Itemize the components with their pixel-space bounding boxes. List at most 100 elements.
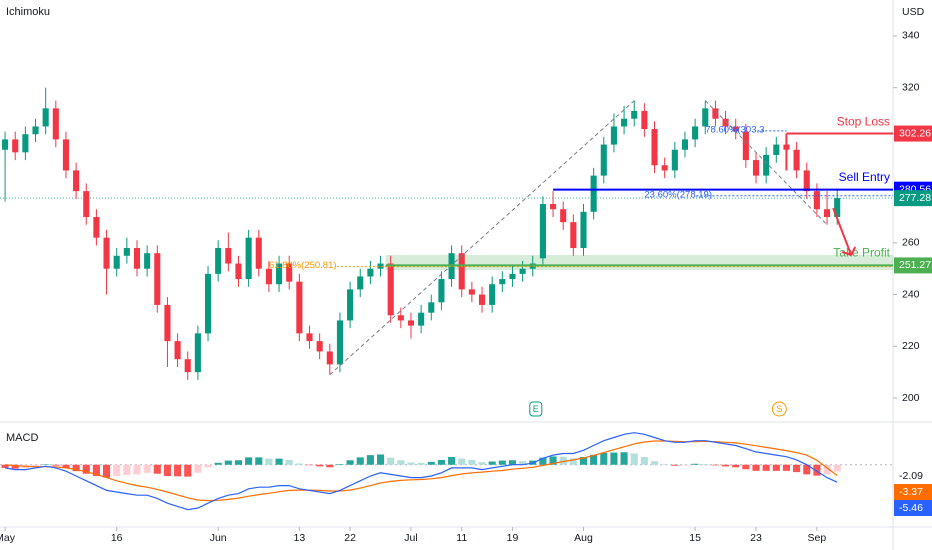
macd-histogram-bar [630, 453, 638, 465]
macd-histogram-bar [387, 457, 395, 465]
macd-histogram-bar [772, 464, 780, 471]
candle-body [681, 139, 689, 150]
x-tick-label: 16 [111, 532, 123, 544]
fib-label: 78.60%(303.3 [705, 124, 764, 135]
macd-histogram-bar [681, 464, 689, 466]
macd-histogram-bar [265, 458, 273, 465]
candle-body [123, 248, 130, 256]
candle-body [113, 255, 120, 269]
macd-histogram-bar [549, 456, 557, 465]
candle-body [42, 108, 49, 127]
candle-body [732, 126, 739, 132]
candle-body [245, 237, 252, 280]
event-label: S [776, 404, 782, 414]
price-badge [894, 257, 932, 274]
macd-histogram-bar [427, 461, 435, 465]
macd-histogram-bar [813, 464, 821, 476]
candle-body [255, 237, 262, 269]
macd-histogram-bar [600, 452, 608, 465]
candle-body [265, 268, 272, 285]
candle-body [73, 170, 80, 192]
candle-body [286, 263, 293, 282]
macd-histogram-bar [52, 464, 60, 466]
macd-histogram-bar [397, 460, 405, 465]
macd-histogram-bar [671, 464, 679, 466]
candle-body [813, 191, 820, 210]
macd-histogram-bar [245, 457, 253, 465]
candle-body [418, 312, 425, 326]
macd-badge-label: -3.37 [899, 486, 923, 498]
candle-body [62, 139, 70, 171]
macd-histogram-bar [559, 456, 567, 465]
macd-histogram-bar [174, 464, 182, 477]
candle-body [377, 263, 384, 269]
macd-histogram-bar [833, 464, 841, 472]
candle-body [438, 279, 445, 303]
candle-body [194, 333, 201, 373]
candle-body [52, 108, 59, 140]
macd-macd-line [5, 432, 838, 511]
candle-body [752, 160, 760, 176]
candle-body [133, 248, 141, 269]
macd-histogram-bar [823, 464, 831, 475]
candle-body [763, 154, 770, 176]
candle-body [641, 110, 648, 130]
level-name: Stop Loss [837, 115, 890, 129]
candle-body [478, 294, 486, 305]
candle-body [742, 131, 749, 161]
macd-histogram-bar [113, 464, 121, 476]
candle-body [570, 222, 577, 249]
macd-histogram-bar [508, 460, 517, 465]
candle-body [722, 118, 729, 127]
x-tick-label: Aug [574, 532, 593, 544]
macd-histogram-bar [620, 452, 628, 465]
macd-histogram-bar [346, 460, 354, 465]
event-marker [771, 401, 787, 417]
candle-body [631, 110, 638, 119]
macd-histogram-bar [1, 464, 9, 468]
macd-histogram-bar [305, 464, 314, 466]
macd-title: MACD [6, 432, 38, 444]
x-tick-label: May [0, 532, 16, 544]
macd-histogram-bar [31, 464, 40, 467]
candle-body [235, 263, 242, 280]
candle-body [519, 268, 526, 274]
macd-badge [894, 468, 932, 484]
candle-body [296, 281, 303, 334]
macd-histogram-bar [62, 464, 70, 468]
event-label: E [533, 404, 539, 414]
macd-histogram-bar [478, 462, 486, 465]
candle-body [184, 359, 191, 373]
candle-body [144, 253, 151, 269]
macd-histogram-bar [92, 464, 100, 476]
x-tick-label: 13 [294, 532, 306, 544]
macd-histogram-bar [539, 457, 547, 465]
macd-histogram-bar [519, 461, 527, 465]
candle-body [793, 149, 800, 171]
macd-histogram-bar [234, 460, 243, 465]
candle-body [276, 263, 283, 285]
candle-body [316, 341, 323, 352]
macd-histogram-bar [650, 461, 659, 465]
candle-body [671, 149, 678, 171]
candle-body [803, 170, 810, 192]
candle-body [326, 351, 333, 365]
candle-body [539, 204, 546, 259]
macd-histogram-bar [123, 464, 131, 475]
x-tick-label: 19 [507, 532, 519, 544]
candle-body [661, 165, 668, 171]
y-tick-label: 220 [902, 340, 920, 352]
candle-body [550, 204, 557, 210]
candle-body [347, 289, 354, 321]
macd-histogram-bar [782, 464, 791, 471]
x-tick-label: Jun [210, 532, 227, 544]
macd-signal-line [5, 440, 838, 502]
y-tick-label: 240 [902, 288, 920, 300]
macd-histogram-bar [640, 457, 648, 465]
candle-body [580, 211, 587, 249]
candle-body [692, 126, 699, 140]
macd-histogram-bar [214, 462, 222, 465]
candle-body [164, 304, 171, 342]
candle-body [489, 284, 496, 305]
macd-histogram-bar [448, 457, 456, 465]
